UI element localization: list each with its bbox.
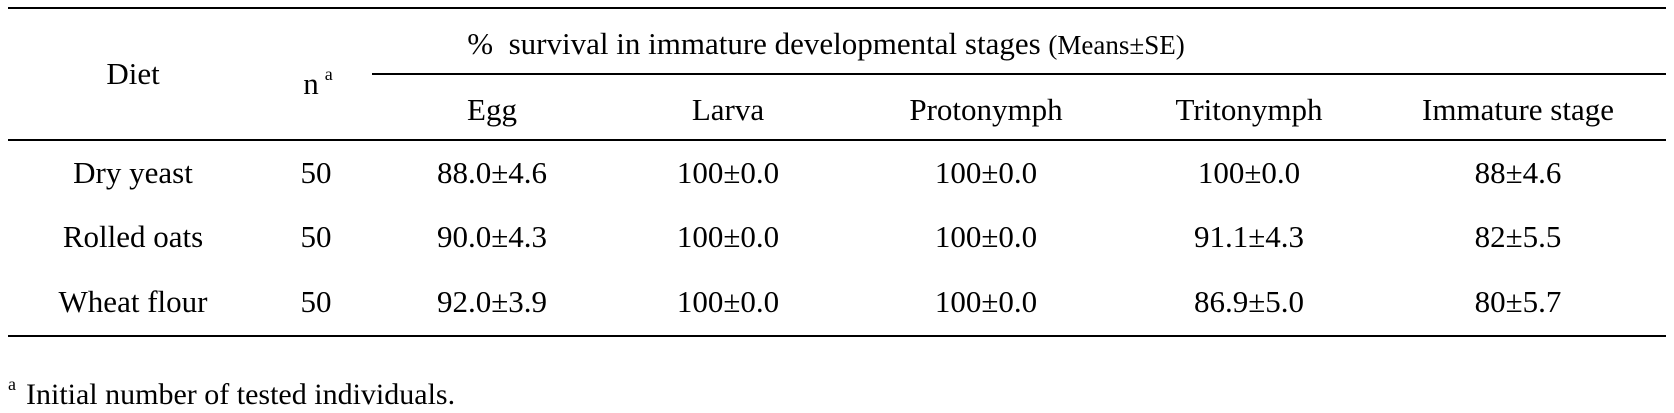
- row-2-immature-stage: 82±5.5: [1474, 219, 1562, 254]
- header-bottom-rule: [8, 139, 1666, 141]
- row-1-egg: 88.0±4.6: [436, 155, 548, 190]
- footnote-text: Initial number of tested individuals.: [26, 378, 456, 411]
- header-col-protonymph: Protonymph: [909, 92, 1063, 127]
- row-3-tritonymph: 86.9±5.0: [1193, 284, 1305, 319]
- row-1-immature-stage: 88±4.6: [1474, 155, 1562, 190]
- header-n-superscript: a: [324, 64, 333, 84]
- row-1-tritonymph: 100±0.0: [1197, 155, 1301, 190]
- row-2-protonymph: 100±0.0: [934, 219, 1038, 254]
- row-3-diet: Wheat flour: [58, 284, 208, 319]
- row-2-n: 50: [300, 219, 332, 254]
- table-top-rule: [8, 7, 1666, 9]
- footnote-marker: a: [8, 374, 16, 394]
- row-3-n: 50: [300, 284, 332, 319]
- row-3-immature-stage: 80±5.7: [1474, 284, 1562, 319]
- row-2-diet: Rolled oats: [62, 219, 204, 254]
- table-bottom-rule: [8, 335, 1666, 337]
- header-diet: Diet: [106, 56, 160, 91]
- row-1-protonymph: 100±0.0: [934, 155, 1038, 190]
- header-col-tritonymph: Tritonymph: [1175, 92, 1323, 127]
- header-col-immature-stage: Immature stage: [1422, 92, 1614, 127]
- header-col-larva: Larva: [691, 92, 765, 127]
- header-col-egg: Egg: [467, 92, 517, 127]
- header-n-label: n: [303, 66, 319, 101]
- group-header-rule: [372, 73, 1666, 75]
- row-1-larva: 100±0.0: [676, 155, 780, 190]
- row-3-larva: 100±0.0: [676, 284, 780, 319]
- row-2-egg: 90.0±4.3: [436, 219, 548, 254]
- row-2-tritonymph: 91.1±4.3: [1193, 219, 1305, 254]
- row-3-egg: 92.0±3.9: [436, 284, 548, 319]
- row-1-diet: Dry yeast: [73, 155, 193, 190]
- header-group-suffix: (Means±SE): [1048, 30, 1185, 60]
- header-group: % survival in immature developmental sta…: [467, 26, 1184, 63]
- header-group-main: % survival in immature developmental sta…: [467, 26, 1049, 61]
- row-3-protonymph: 100±0.0: [934, 284, 1038, 319]
- row-2-larva: 100±0.0: [676, 219, 780, 254]
- table-footnote: a Initial number of tested individuals.: [8, 366, 455, 413]
- row-1-n: 50: [300, 155, 332, 190]
